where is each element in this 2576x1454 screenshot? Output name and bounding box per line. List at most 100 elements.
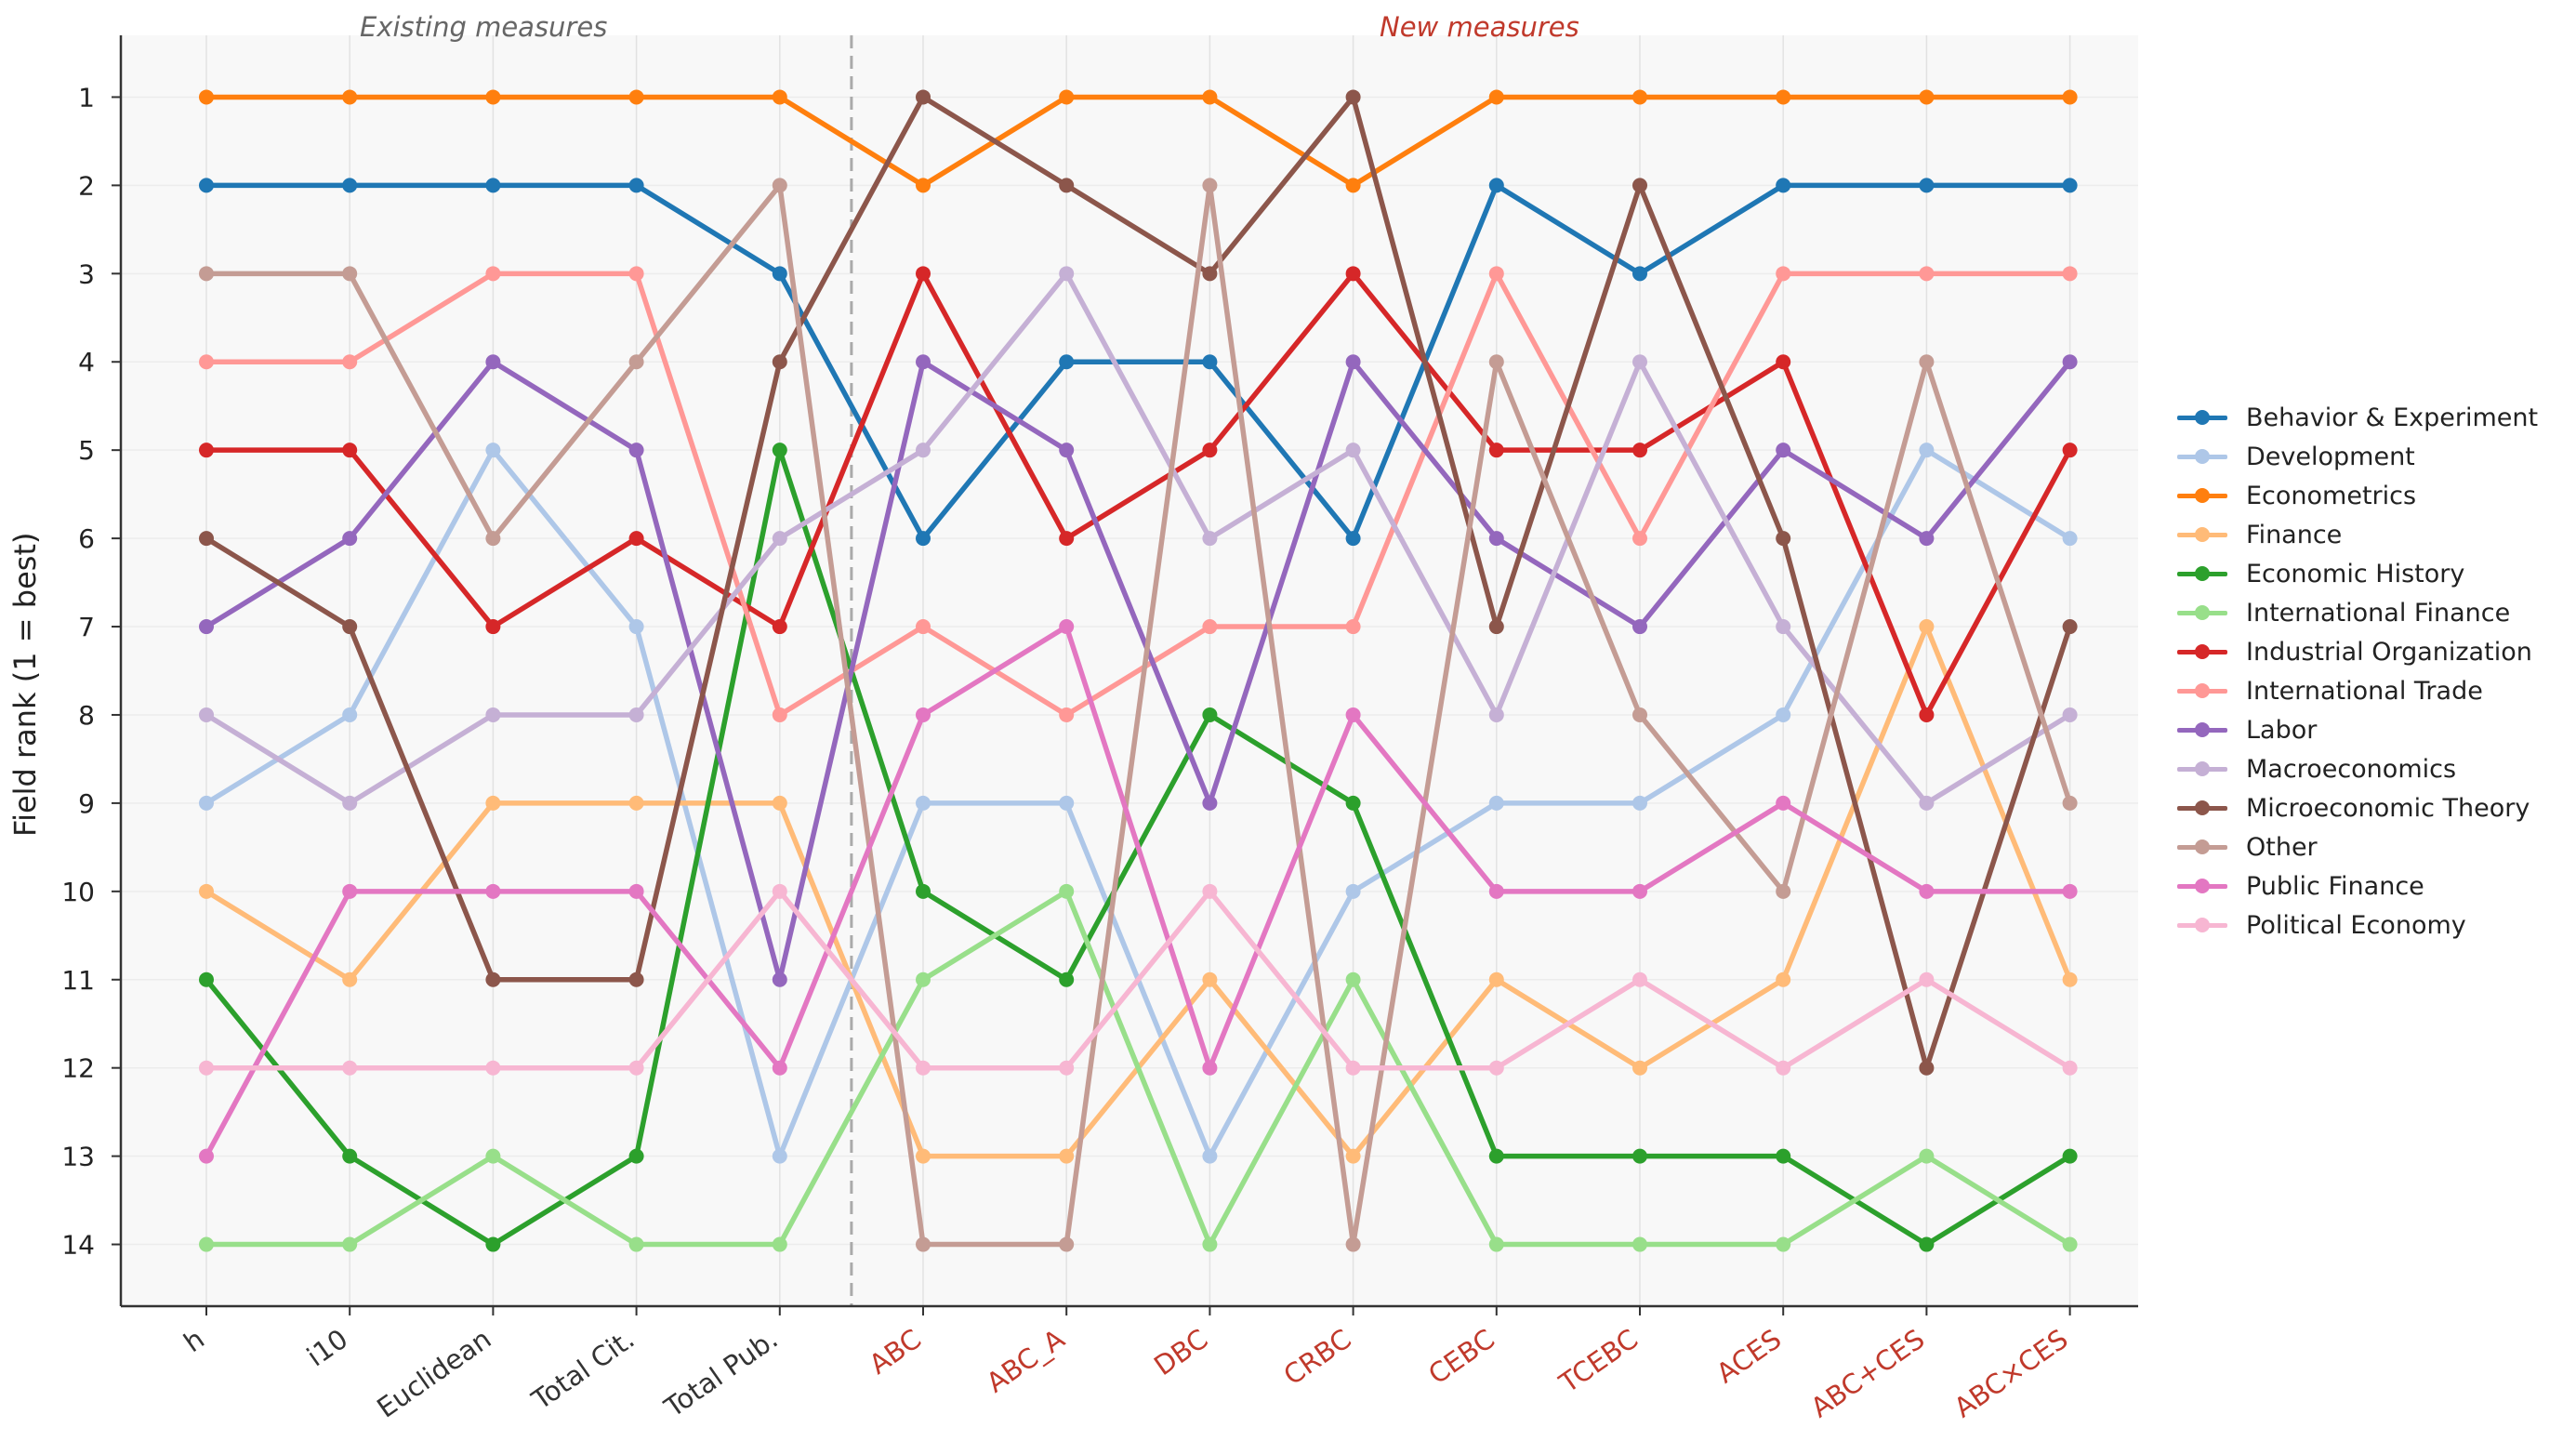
series-2 (199, 89, 2078, 193)
legend-swatch (2175, 798, 2229, 818)
data-point (1202, 178, 1218, 193)
data-point (485, 266, 501, 282)
x-tick-label: ACES (1711, 1323, 1787, 1390)
data-point (916, 354, 931, 370)
series-layer (199, 89, 2078, 1252)
data-point (485, 619, 501, 635)
y-tick-label: 6 (78, 523, 95, 554)
legend-label: Microeconomic Theory (2246, 793, 2530, 823)
data-point (1202, 795, 1218, 811)
data-point (1059, 89, 1075, 105)
data-point (1919, 354, 1935, 370)
data-point (1632, 178, 1647, 193)
data-point (199, 972, 214, 987)
y-tick-label: 11 (61, 965, 95, 996)
data-point (1919, 883, 1935, 899)
data-point (772, 354, 787, 370)
data-point (772, 89, 787, 105)
data-point (1632, 707, 1647, 722)
data-point (1776, 1236, 1791, 1252)
data-point (772, 707, 787, 722)
series-10 (199, 89, 2078, 1076)
data-point (628, 1148, 644, 1164)
data-point (1059, 1060, 1075, 1076)
data-point (1776, 707, 1791, 722)
data-point (1632, 972, 1647, 987)
existing-measures-label: Existing measures (360, 11, 608, 43)
x-tick-label: ABC+CES (1805, 1323, 1931, 1424)
data-point (1202, 443, 1218, 458)
data-point (1059, 707, 1075, 722)
data-point (916, 795, 931, 811)
data-point (199, 619, 214, 635)
data-point (2062, 354, 2078, 370)
data-point (916, 707, 931, 722)
x-tick-label: ABC (864, 1323, 927, 1381)
legend-label: Econometrics (2246, 481, 2417, 510)
data-point (2062, 619, 2078, 635)
data-point (628, 531, 644, 547)
data-point (342, 883, 358, 899)
legend-item: International Trade (2175, 671, 2538, 710)
data-point (1776, 1148, 1791, 1164)
data-point (1202, 1236, 1218, 1252)
legend-swatch (2175, 602, 2229, 623)
data-point (1202, 972, 1218, 987)
data-point (342, 619, 358, 635)
legend-swatch (2175, 641, 2229, 662)
x-tick-label: Total Pub. (658, 1323, 784, 1424)
data-point (199, 1236, 214, 1252)
y-tick-label: 3 (78, 258, 95, 289)
data-point (2062, 1060, 2078, 1076)
series-line (204, 889, 2073, 1071)
data-point (342, 707, 358, 722)
data-point (1345, 619, 1361, 635)
data-point (1488, 972, 1504, 987)
data-point (1919, 443, 1935, 458)
x-gridlines (205, 35, 2071, 1306)
x-tick-label: CEBC (1422, 1323, 1500, 1391)
legend-label: Economic History (2246, 559, 2465, 588)
series-line (204, 271, 2073, 718)
data-point (199, 531, 214, 547)
data-point (1488, 531, 1504, 547)
data-point (1059, 972, 1075, 987)
data-point (1202, 1060, 1218, 1076)
legend-swatch (2175, 563, 2229, 584)
legend-item: Microeconomic Theory (2175, 788, 2538, 827)
plot-area (121, 35, 2138, 1306)
legend-item: Other (2175, 827, 2538, 866)
data-point (2062, 266, 2078, 282)
data-point (2062, 707, 2078, 722)
data-point (1776, 178, 1791, 193)
y-tick-label: 7 (78, 612, 95, 642)
data-point (342, 1060, 358, 1076)
data-point (342, 795, 358, 811)
data-point (1632, 619, 1647, 635)
series-line (204, 271, 2073, 718)
legend-label: International Finance (2246, 598, 2511, 628)
data-point (1488, 178, 1504, 193)
data-point (1345, 795, 1361, 811)
legend-item: Industrial Organization (2175, 632, 2538, 671)
data-point (1632, 795, 1647, 811)
data-point (1919, 1060, 1935, 1076)
data-point (1776, 531, 1791, 547)
data-point (485, 354, 501, 370)
data-point (199, 795, 214, 811)
legend-label: Development (2246, 442, 2415, 471)
data-point (342, 1148, 358, 1164)
data-point (1345, 531, 1361, 547)
data-point (628, 89, 644, 105)
data-point (628, 972, 644, 987)
data-point (342, 1236, 358, 1252)
data-point (1919, 972, 1935, 987)
y-tick-label: 13 (61, 1142, 95, 1172)
x-tick-label: h (178, 1323, 210, 1358)
data-point (1345, 178, 1361, 193)
data-point (199, 707, 214, 722)
legend-swatch (2175, 915, 2229, 935)
data-point (1059, 795, 1075, 811)
y-tick-label: 1 (78, 82, 95, 112)
